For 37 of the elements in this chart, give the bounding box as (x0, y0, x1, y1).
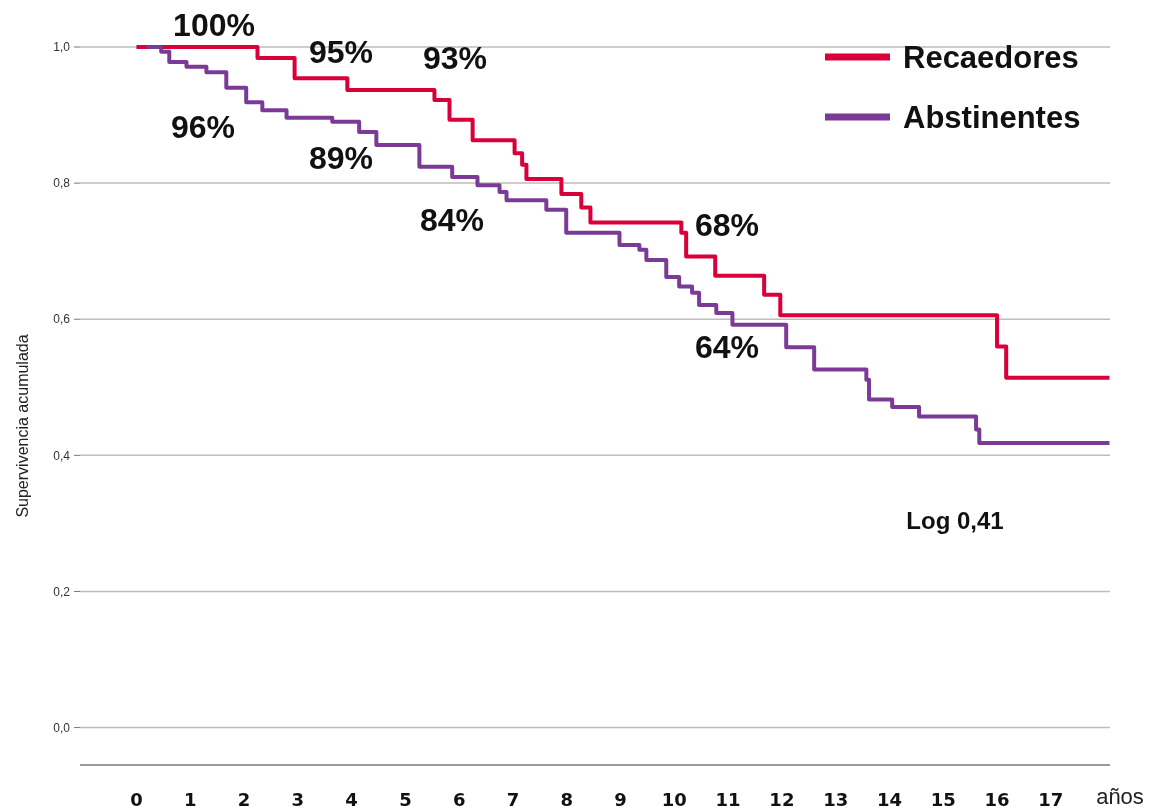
y-tick-label: 0,0 (53, 720, 71, 735)
y-tick-label: 1,0 (53, 40, 71, 55)
annotation: 84% (419, 202, 485, 239)
annotation: 64% (694, 329, 760, 366)
annotation: 96% (170, 109, 236, 146)
x-tick-label: 14 (876, 789, 903, 810)
x-tick-label: 16 (984, 789, 1010, 810)
x-tick-label: 4 (345, 789, 358, 810)
legend-label: Recaedores (903, 39, 1079, 75)
y-tick-label: 0,8 (53, 176, 71, 191)
x-tick-label: 6 (452, 789, 466, 810)
x-tick-label: 13 (823, 789, 849, 810)
x-axis-title: años (1096, 784, 1144, 809)
x-tick-label: 11 (715, 789, 741, 810)
annotation: Log 0,41 (906, 507, 1004, 535)
y-tick-label: 0,4 (53, 448, 71, 463)
y-tick-label: 0,2 (53, 584, 71, 599)
x-tick-label: 1 (184, 789, 197, 810)
x-tick-label: 12 (769, 789, 795, 810)
text: 100% (173, 7, 255, 44)
x-tick-label: 15 (930, 789, 956, 810)
annotation: 89% (308, 140, 374, 177)
x-tick-label: 10 (661, 789, 687, 810)
annotation: 95% (308, 34, 374, 71)
x-tick-label: 7 (506, 789, 520, 810)
y-tick-label: 0,6 (53, 312, 71, 327)
legend-label: Abstinentes (903, 99, 1081, 135)
annotation: 68% (694, 207, 760, 244)
x-tick-label: 9 (614, 789, 627, 810)
x-tick-label: 5 (399, 789, 412, 810)
x-tick-label: 3 (291, 789, 305, 810)
x-tick-label: 2 (237, 789, 251, 810)
annotation: 93% (422, 40, 488, 77)
x-tick-label: 8 (560, 789, 574, 810)
y-axis-title: Supervivencia acumulada (14, 334, 31, 518)
x-tick-label: 0 (130, 789, 143, 810)
x-tick-label: 17 (1038, 789, 1064, 810)
